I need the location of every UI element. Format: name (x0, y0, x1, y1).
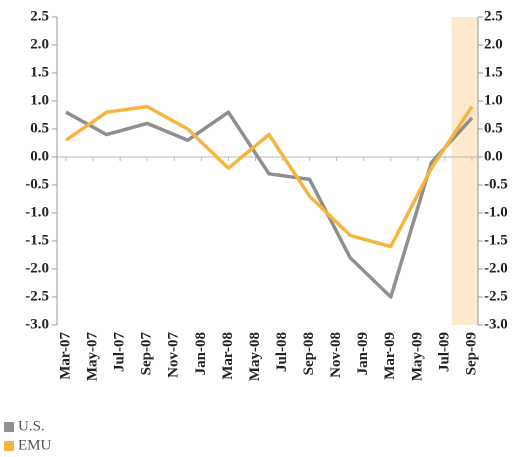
legend-label: EMU (18, 437, 52, 453)
x-tick-label: Sep-08 (301, 332, 317, 375)
y2-tick-label: 1.5 (484, 64, 503, 80)
x-tick-label: Nov-08 (328, 332, 344, 378)
x-tick-label: May-08 (247, 332, 263, 381)
y-tick-label: -3.0 (25, 316, 49, 332)
y-tick-label: 0.0 (30, 148, 49, 164)
legend-label: U.S. (18, 418, 45, 434)
x-tick-label: Jul-09 (436, 332, 452, 372)
x-tick-label: Jul-07 (112, 332, 128, 373)
x-tick-label: Mar-08 (220, 332, 236, 380)
y-tick-label: 1.0 (30, 92, 49, 108)
y-tick-label: 2.5 (30, 8, 49, 24)
x-tick-label: Sep-07 (139, 332, 155, 376)
y2-tick-label: 0.5 (484, 120, 503, 136)
x-tick-label: Jul-08 (274, 332, 290, 372)
y2-tick-label: -1.5 (484, 232, 508, 248)
y-tick-label: -0.5 (25, 176, 49, 192)
y2-tick-label: -0.5 (484, 176, 508, 192)
y2-tick-label: -2.0 (484, 260, 508, 276)
x-tick-label: May-07 (85, 332, 101, 382)
y2-tick-label: -3.0 (484, 316, 508, 332)
x-tick-label: Mar-07 (57, 332, 73, 380)
legend-swatch (4, 441, 14, 451)
series-line (65, 104, 474, 249)
highlight-band (451, 17, 478, 325)
y-tick-label: 0.5 (30, 120, 49, 136)
x-tick-label: Mar-09 (382, 332, 398, 380)
x-tick-label: Jan-09 (355, 332, 371, 375)
y2-tick-label: 0.0 (484, 148, 503, 164)
x-tick-label: May-09 (409, 332, 425, 381)
y-tick-label: -1.0 (25, 204, 49, 220)
legend-swatch (4, 422, 14, 432)
y-tick-label: -2.5 (25, 288, 49, 304)
y2-tick-label: -2.5 (484, 288, 508, 304)
x-tick-label: Nov-07 (166, 332, 182, 378)
y2-tick-label: 1.0 (484, 92, 503, 108)
y2-tick-label: 2.0 (484, 36, 503, 52)
series-line (65, 110, 474, 299)
y-tick-label: -1.5 (25, 232, 49, 248)
y2-tick-label: 2.5 (484, 8, 503, 24)
y-tick-label: 1.5 (30, 64, 49, 80)
x-tick-label: Jan-08 (193, 332, 209, 375)
y-tick-label: 2.0 (30, 36, 49, 52)
y2-tick-label: -1.0 (484, 204, 508, 220)
y-tick-label: -2.0 (25, 260, 49, 276)
x-tick-label: Sep-09 (463, 332, 479, 375)
